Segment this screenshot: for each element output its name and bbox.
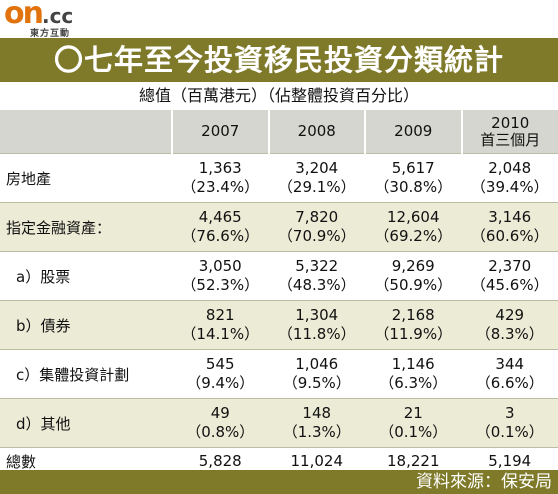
column-header-2008: 2008 [267, 110, 365, 154]
cell-value: 3,204 [295, 159, 339, 177]
table-cell: 3,204 （29.1%） [268, 153, 365, 203]
cell-percentage: （1.3%） [282, 423, 351, 441]
cell-value: 1,046 [295, 355, 339, 373]
table-subtitle: 總值（百萬港元）（佔整體投資百分比） [138, 86, 419, 105]
table-row: 房地產 1,363 （23.4%） 3,204 （29.1%） 5,617 （30.8%） 2… [0, 153, 558, 203]
table-cell: 821 （14.1%） [172, 300, 269, 350]
cell-value: 2,370 [488, 257, 532, 275]
cell-percentage: （52.3%） [181, 276, 260, 294]
cell-value: 49 [210, 404, 230, 422]
table-row: a）股票 3,050 （52.3%） 5,322 （48.3%） 9,269 （50.9%）… [0, 251, 558, 301]
table-cell: 3 （0.1%） [461, 398, 558, 448]
cell-percentage: （48.3%） [277, 276, 356, 294]
cell-percentage: （69.2%） [374, 227, 453, 245]
cell-percentage: （23.4%） [181, 178, 260, 196]
table-row: 指定金融資產： 4,465 （76.6%） 7,820 （70.9%） 12,604 （69… [0, 202, 558, 252]
table-cell: 1,363 （23.4%） [172, 153, 269, 203]
table-cell: 2,048 （39.4%） [461, 153, 558, 203]
cell-value: 3,050 [198, 257, 242, 275]
cell-percentage: （70.9%） [277, 227, 356, 245]
row-label: 房地產 [0, 153, 172, 203]
cell-percentage: （60.6%） [470, 227, 549, 245]
cell-percentage: （9.4%） [186, 374, 255, 392]
row-label: c）集體投資計劃 [0, 349, 172, 399]
cell-value: 4,465 [198, 208, 242, 226]
table-cell: 5,617 （30.8%） [365, 153, 462, 203]
table-cell: 5,322 （48.3%） [268, 251, 365, 301]
cell-value: 1,363 [198, 159, 242, 177]
table-cell: 2,370 （45.6%） [461, 251, 558, 301]
row-label: 指定金融資產： [0, 202, 172, 252]
cell-value: 1,146 [391, 355, 435, 373]
table-row: d）其他 49 （0.8%） 148 （1.3%） 21 （0.1%） 3 （0.1%） [0, 398, 558, 448]
cell-value: 344 [495, 355, 525, 373]
table-row: c）集體投資計劃 545 （9.4%） 1,046 （9.5%） 1,146 （6.3%） 3… [0, 349, 558, 399]
cell-percentage: （39.4%） [470, 178, 549, 196]
logo-wordmark: on.cc [4, 0, 74, 31]
cell-value: 2,048 [488, 159, 532, 177]
table-cell: 49 （0.8%） [172, 398, 269, 448]
table-cell: 12,604 （69.2%） [365, 202, 462, 252]
cell-value: 1,304 [295, 306, 339, 324]
cell-value: 21 [403, 404, 423, 422]
cell-percentage: （6.3%） [379, 374, 448, 392]
table-cell: 545 （9.4%） [172, 349, 269, 399]
table-cell: 21 （0.1%） [365, 398, 462, 448]
cell-percentage: （50.9%） [374, 276, 453, 294]
cell-value: 429 [495, 306, 525, 324]
cell-percentage: （29.1%） [277, 178, 356, 196]
cell-percentage: （9.5%） [282, 374, 351, 392]
page-title: 〇七年至今投資移民投資分類統計 [0, 38, 558, 82]
cell-value: 545 [205, 355, 235, 373]
cell-value: 9,269 [391, 257, 435, 275]
cell-percentage: （0.8%） [186, 423, 255, 441]
cell-percentage: （45.6%） [470, 276, 549, 294]
cell-value: 3,146 [488, 208, 532, 226]
cell-percentage: （0.1%） [379, 423, 448, 441]
table-cell: 1,046 （9.5%） [268, 349, 365, 399]
investment-table: 2007 2008 2009 2010 首三個月 房地產 1,363 （23.4%） 3… [0, 110, 558, 475]
column-header-2007: 2007 [171, 110, 269, 154]
table-cell: 1,304 （11.8%） [268, 300, 365, 350]
logo: on.cc 東方互動 [4, 0, 124, 39]
cell-value: 12,604 [387, 208, 440, 226]
cell-value: 2,168 [391, 306, 435, 324]
table-cell: 429 （8.3%） [461, 300, 558, 350]
header-corner [0, 110, 172, 154]
table-row: b）債券 821 （14.1%） 1,304 （11.8%） 2,168 （11.9%） 42… [0, 300, 558, 350]
cell-value: 7,820 [295, 208, 339, 226]
table-cell: 1,146 （6.3%） [365, 349, 462, 399]
cell-percentage: （11.8%） [277, 325, 356, 343]
cell-value: 5,617 [391, 159, 435, 177]
cell-percentage: （0.1%） [475, 423, 544, 441]
cell-value: 5,322 [295, 257, 339, 275]
row-label: b）債券 [0, 300, 172, 350]
cell-value: 3 [504, 404, 515, 422]
cell-percentage: （14.1%） [181, 325, 260, 343]
row-label: d）其他 [0, 398, 172, 448]
table-cell: 7,820 （70.9%） [268, 202, 365, 252]
table-cell: 4,465 （76.6%） [172, 202, 269, 252]
column-header-2010-q1: 2010 首三個月 [460, 110, 558, 154]
table-cell: 148 （1.3%） [268, 398, 365, 448]
cell-percentage: （76.6%） [181, 227, 260, 245]
table-cell: 9,269 （50.9%） [365, 251, 462, 301]
column-header-2009: 2009 [364, 110, 462, 154]
row-label: a）股票 [0, 251, 172, 301]
cell-percentage: （6.6%） [475, 374, 544, 392]
table-cell: 3,050 （52.3%） [172, 251, 269, 301]
source-note: 資料來源：保安局 [0, 470, 558, 494]
cell-value: 821 [205, 306, 235, 324]
cell-percentage: （30.8%） [374, 178, 453, 196]
cell-percentage: （8.3%） [475, 325, 544, 343]
cell-value: 148 [302, 404, 332, 422]
logo-tagline: 東方互動 [30, 29, 71, 39]
table-cell: 344 （6.6%） [461, 349, 558, 399]
cell-percentage: （11.9%） [374, 325, 453, 343]
header-row: 2007 2008 2009 2010 首三個月 [0, 110, 558, 154]
table-cell: 3,146 （60.6%） [461, 202, 558, 252]
table-cell: 2,168 （11.9%） [365, 300, 462, 350]
